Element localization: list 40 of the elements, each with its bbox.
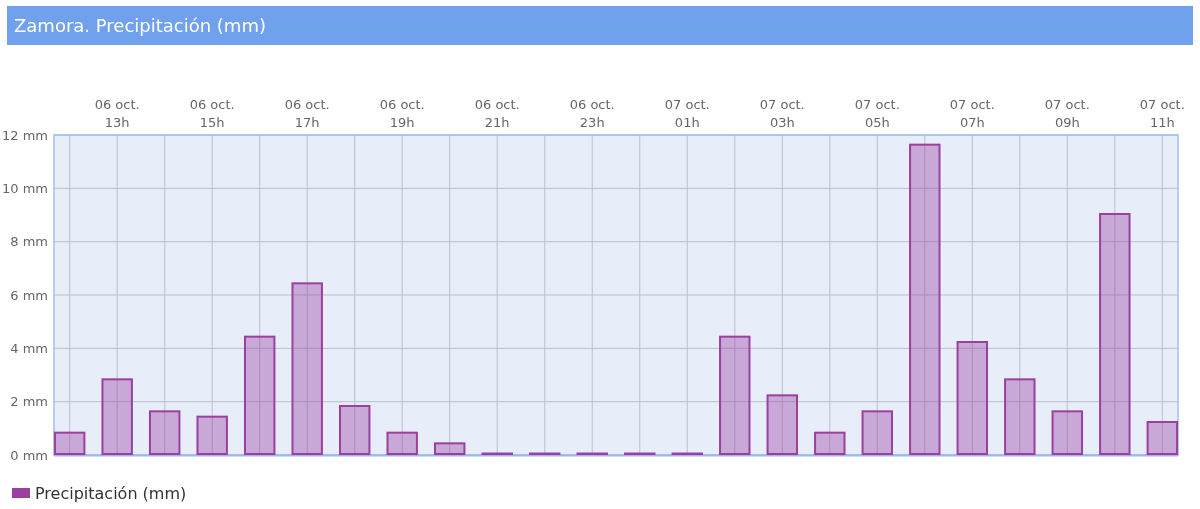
- bar: [956, 341, 989, 455]
- bar: [101, 378, 133, 455]
- bar: [909, 143, 941, 455]
- y-tick-label: 8 mm: [10, 234, 48, 250]
- bar: [1004, 378, 1036, 455]
- bar: [53, 431, 86, 455]
- x-tick-label: 06 oct. 21h: [474, 97, 520, 130]
- x-tick-label: 07 oct. 05h: [854, 97, 900, 130]
- x-tick-label: 07 oct. 07h: [949, 97, 995, 130]
- bar: [291, 282, 323, 455]
- y-tick-label: 2 mm: [10, 394, 48, 410]
- bar: [338, 405, 371, 455]
- chart-title: Zamora. Precipitación (mm): [14, 15, 266, 36]
- bar: [196, 415, 228, 455]
- x-tick-label: 06 oct. 19h: [379, 97, 425, 130]
- y-tick-label: 6 mm: [10, 287, 48, 303]
- bar: [1051, 410, 1084, 455]
- bar: [434, 442, 466, 455]
- y-tick-label: 0 mm: [10, 447, 48, 463]
- bar: [243, 335, 276, 455]
- bar: [148, 410, 181, 455]
- x-tick-label: 06 oct. 13h: [94, 97, 140, 130]
- x-tick-label: 07 oct. 09h: [1044, 97, 1090, 130]
- bar: [861, 410, 894, 455]
- bar: [386, 431, 418, 455]
- bar: [719, 335, 751, 455]
- x-tick-label: 07 oct. 03h: [759, 97, 805, 130]
- x-tick-label: 07 oct. 01h: [664, 97, 710, 130]
- y-tick-label: 4 mm: [10, 340, 48, 356]
- bar: [814, 431, 846, 455]
- bar: [1099, 213, 1131, 455]
- x-tick-label: 07 oct. 11h: [1139, 97, 1185, 130]
- legend-label: Precipitación (mm): [35, 483, 187, 503]
- x-tick-label: 06 oct. 15h: [189, 97, 235, 130]
- y-tick-label: 12 mm: [1, 127, 48, 143]
- y-tick-label: 10 mm: [1, 180, 48, 196]
- bar: [1146, 421, 1179, 455]
- bar: [766, 394, 798, 455]
- x-tick-label: 06 oct. 23h: [569, 97, 615, 130]
- x-tick-label: 06 oct. 17h: [284, 97, 330, 130]
